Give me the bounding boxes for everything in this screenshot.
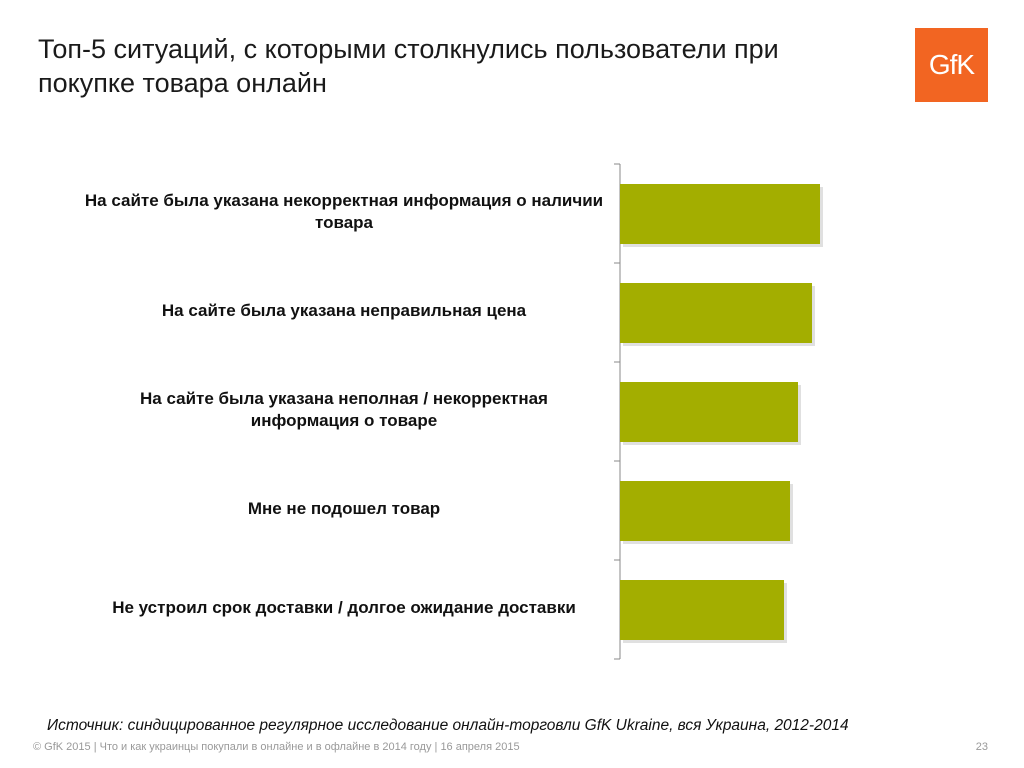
category-label: Мне не подошел товар (247, 498, 441, 518)
slide-title: Топ-5 ситуаций, с которыми столкнулись п… (38, 34, 779, 98)
footer-text: © GfK 2015 | Что и как украинцы покупали… (33, 741, 520, 753)
bar-chart (614, 163, 823, 660)
category-label: На сайте была указана неполная / некорре… (140, 388, 548, 430)
category-label: Не устроил срок доставки / долгое ожидан… (112, 597, 576, 617)
source-note: Источник: синдицированное регулярное исс… (47, 717, 849, 734)
bar (620, 580, 784, 640)
category-label: На сайте была указана некорректная инфор… (84, 190, 604, 232)
bar (620, 382, 798, 442)
gfk-logo: GfK (915, 28, 988, 102)
bar (620, 481, 790, 541)
bar (620, 283, 812, 343)
bar (620, 184, 820, 244)
category-label: На сайте была указана неправильная цена (161, 300, 527, 320)
page-number: 23 (975, 741, 988, 753)
